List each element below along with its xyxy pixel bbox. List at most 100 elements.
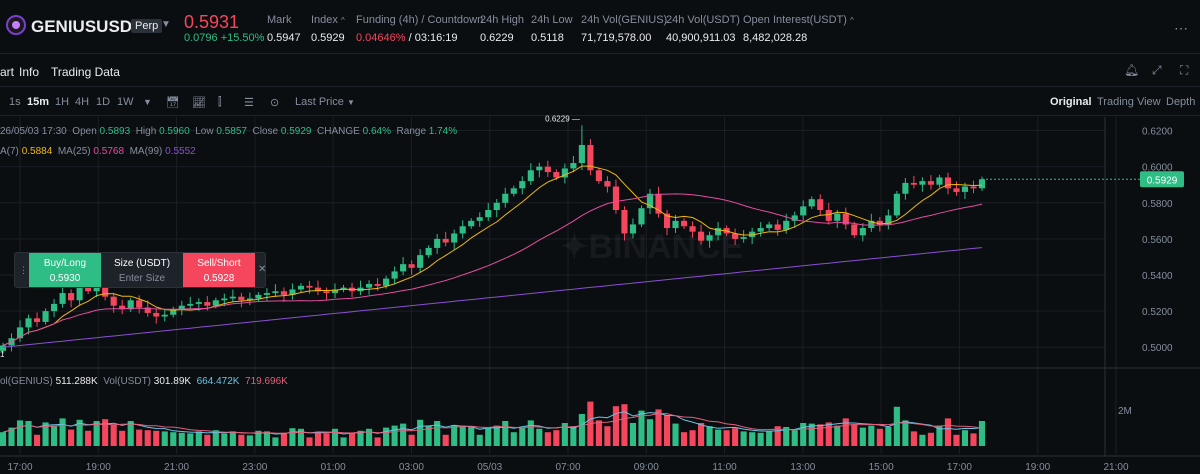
volume-bar [910, 431, 917, 446]
perp-badge: Perp [131, 19, 163, 33]
interval-1h[interactable]: 1H [55, 96, 70, 108]
x-tick-label: 03:00 [399, 462, 424, 473]
volume-bar [272, 437, 279, 446]
volume-bar [851, 424, 858, 446]
view-trading-view[interactable]: Trading View [1097, 96, 1161, 108]
volume-bar [340, 437, 347, 446]
volume-bar [68, 429, 75, 446]
calendar-icon[interactable]: 📅︎ [166, 97, 180, 109]
tab-trading-data[interactable]: Trading Data [51, 65, 120, 79]
quick-order-panel: ⋮⋮ Buy/Long 0.5930 Size (USDT) Enter Siz… [14, 252, 266, 288]
volume-bar [961, 430, 969, 446]
candle-body [255, 294, 262, 299]
ticker-header: GENIUSUSDT Perp ▼ 0.5931 0.0796 +15.50% … [0, 0, 1200, 54]
interval-15m[interactable]: 15m [27, 96, 50, 108]
volume-bar [944, 418, 952, 446]
candle-body [774, 224, 781, 230]
view-depth[interactable]: Depth [1166, 96, 1196, 108]
candle-body [110, 296, 117, 306]
volume-bar [510, 432, 517, 446]
symbol-dropdown-icon[interactable]: ▼ [161, 19, 171, 30]
volume-bar [680, 432, 688, 446]
volume-bar [502, 421, 509, 446]
interval-4h[interactable]: 4H [75, 96, 90, 108]
candles [0, 125, 986, 354]
tab-chart[interactable]: art [0, 65, 15, 79]
sell-short-button[interactable]: Sell/Short 0.5928 [183, 253, 255, 287]
x-tick-label: 21:00 [1103, 462, 1128, 473]
volume-bar [817, 424, 824, 446]
volume-bar [791, 430, 798, 446]
volume-bar [800, 423, 807, 446]
interval-1s[interactable]: 1s [9, 96, 21, 108]
settings-icon[interactable]: ⊙ [270, 97, 280, 109]
volume-bar [885, 427, 892, 446]
fullscreen-icon[interactable]: ⛶ [1180, 63, 1189, 77]
volume-bar [978, 421, 986, 446]
volume-bar [8, 427, 15, 446]
candle-body [68, 293, 75, 301]
view-original[interactable]: Original [1050, 96, 1092, 108]
close-icon[interactable]: ✕ [258, 264, 267, 275]
alert-bell-icon[interactable]: 🔔︎ [1124, 63, 1140, 77]
more-icon[interactable]: ⋯ [1174, 20, 1188, 36]
volume-bar [663, 415, 671, 446]
line-chart-icon[interactable]: 📈︎ [192, 97, 206, 109]
interval-1d[interactable]: 1D [96, 96, 111, 108]
size-input[interactable]: Size (USDT) Enter Size [113, 258, 171, 284]
volume-bar [400, 423, 407, 446]
x-tick-label: 21:00 [164, 462, 189, 473]
buy-long-button[interactable]: Buy/Long 0.5930 [29, 253, 101, 287]
volume-bar [766, 430, 773, 446]
candle-body [587, 144, 594, 171]
volume-bar [212, 430, 219, 446]
candle-body [340, 287, 347, 290]
candle-body [468, 220, 475, 227]
x-tick-label: 05/03 [477, 462, 502, 473]
candle-body [331, 289, 339, 294]
candle-body [698, 231, 705, 241]
candle-body [885, 215, 892, 225]
volume-bar [927, 432, 934, 446]
candle-body [0, 345, 7, 351]
interval-1w[interactable]: 1W [117, 96, 134, 108]
candle-body [595, 170, 602, 182]
candle-body [646, 193, 654, 209]
volume-bar [187, 433, 194, 446]
candle-body [689, 226, 696, 232]
candle-body [766, 224, 773, 229]
candle-body [868, 220, 875, 229]
expand-icon[interactable]: ⤢ [1152, 63, 1162, 77]
volume-bar [808, 423, 815, 446]
candle-body [238, 296, 245, 301]
price-change: 0.0796 +15.50% [184, 32, 265, 44]
candle-body [493, 202, 500, 210]
tab-info[interactable]: Info [19, 65, 40, 79]
candle-body [127, 300, 134, 310]
indicators-icon[interactable]: ☰ [244, 97, 254, 109]
candle-body [408, 264, 415, 268]
volume-bar [953, 434, 960, 446]
candle-body [604, 181, 611, 187]
volume-bar [715, 429, 722, 446]
candle-body [783, 220, 790, 230]
volume-bar [314, 432, 322, 446]
stat-open-interest[interactable]: Open Interest(USDT) ^ 8,482,028.28 [743, 14, 854, 44]
stat-index[interactable]: Index ^ 0.5929 [311, 14, 345, 44]
candle-body [944, 177, 952, 189]
candle-body [365, 284, 373, 288]
volume-bar [842, 418, 849, 446]
interval-dropdown-icon[interactable]: ▼ [143, 97, 152, 107]
volume-bar [519, 427, 526, 446]
y-tick-label: 0.6200 [1142, 127, 1173, 138]
volume-bar [85, 430, 92, 446]
price-type-select[interactable]: Last Price ▼ [295, 96, 355, 108]
volume-bar [544, 432, 551, 446]
symbol-name[interactable]: GENIUSUSDT [31, 17, 143, 36]
drag-handle-icon[interactable]: ⋮⋮ [19, 265, 37, 275]
volume-bar [280, 432, 287, 446]
candle-body [16, 327, 24, 339]
candle-type-icon[interactable]: ⫿ [218, 96, 222, 108]
stat-mark: Mark 0.5947 [267, 14, 301, 44]
